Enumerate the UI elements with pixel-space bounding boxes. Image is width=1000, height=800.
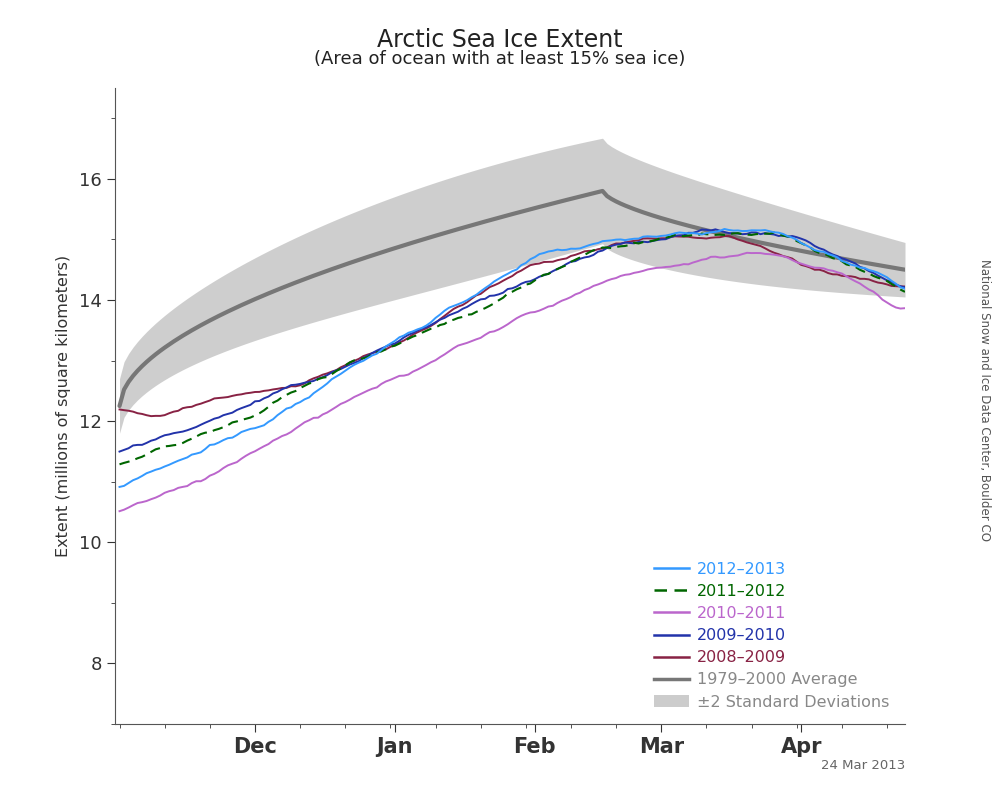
Text: Arctic Sea Ice Extent: Arctic Sea Ice Extent bbox=[377, 28, 623, 52]
Text: (Area of ocean with at least 15% sea ice): (Area of ocean with at least 15% sea ice… bbox=[314, 50, 686, 68]
Legend: 2012–2013, 2011–2012, 2010–2011, 2009–2010, 2008–2009, 1979–2000 Average, ±2 Sta: 2012–2013, 2011–2012, 2010–2011, 2009–20… bbox=[654, 562, 889, 710]
Text: 24 Mar 2013: 24 Mar 2013 bbox=[821, 759, 905, 772]
Text: National Snow and Ice Data Center, Boulder CO: National Snow and Ice Data Center, Bould… bbox=[978, 259, 992, 541]
Y-axis label: Extent (millions of square kilometers): Extent (millions of square kilometers) bbox=[56, 255, 71, 557]
